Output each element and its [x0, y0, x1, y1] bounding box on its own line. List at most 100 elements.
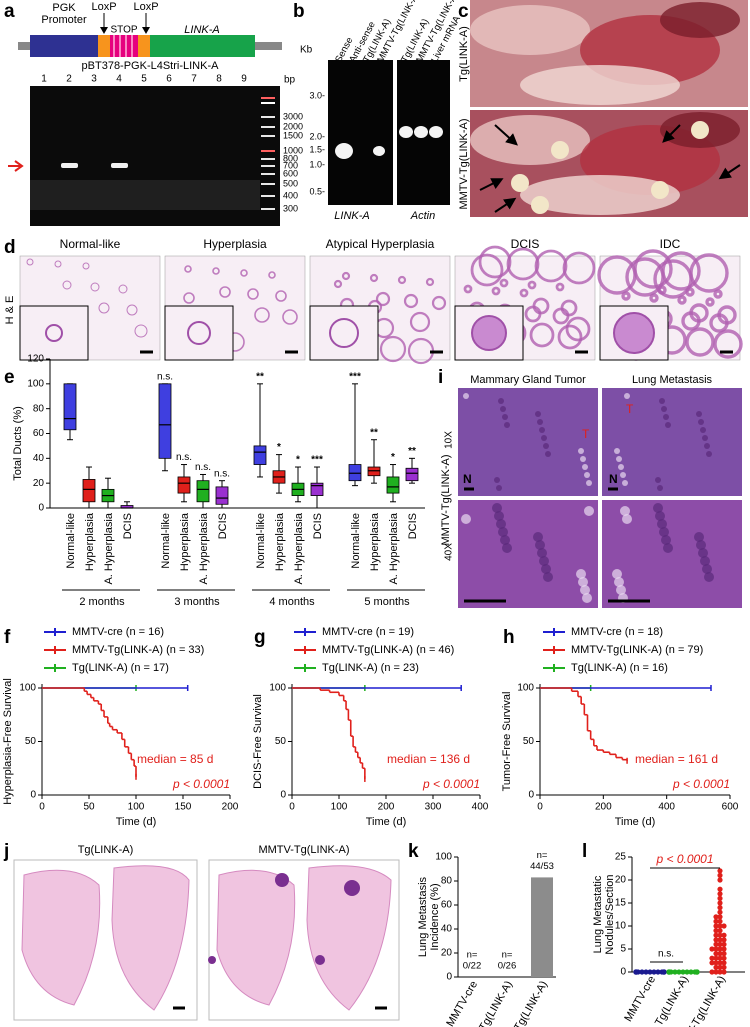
duct: [552, 307, 570, 325]
arrow: [662, 124, 681, 143]
cell: [584, 472, 590, 478]
label: 5: [620, 944, 626, 955]
duct: [431, 295, 447, 311]
tissue: [660, 2, 740, 38]
label: 8: [216, 74, 222, 85]
label: *: [277, 442, 281, 453]
gel-haze: [30, 180, 260, 210]
arrow-head: [142, 27, 150, 34]
panel-label: j: [3, 841, 9, 862]
point: [709, 946, 715, 952]
label: Promoter: [41, 14, 87, 26]
legend-label: MMTV-Tg(LINK-A) (n = 46): [322, 644, 454, 656]
label: *: [391, 452, 395, 463]
label: n.s.: [157, 371, 173, 382]
point: [639, 969, 645, 975]
label: A. Hyperplasia: [198, 512, 210, 584]
label: 100: [128, 802, 145, 813]
label: Hyperplasia: [84, 512, 96, 571]
point: [713, 932, 719, 938]
label: MMTV-cre: [622, 974, 658, 1024]
label: 44/53: [530, 861, 554, 872]
point: [717, 891, 723, 897]
inset: [19, 305, 89, 361]
label: Tg(LINK-A): [477, 979, 515, 1027]
point: [655, 969, 661, 975]
label: 10: [615, 921, 627, 932]
cell: [543, 572, 553, 582]
cell: [541, 564, 551, 574]
label: A. Hyperplasia: [293, 512, 305, 584]
label: 3 months: [174, 596, 220, 608]
point: [721, 969, 727, 975]
cell: [539, 427, 545, 433]
legend-label: MMTV-cre (n = 16): [72, 626, 164, 638]
point: [717, 905, 723, 911]
cell: [704, 443, 710, 449]
cell: [622, 514, 632, 524]
label: DCIS: [122, 513, 134, 539]
cell: [461, 514, 471, 524]
duct: [134, 324, 148, 338]
duct: [54, 260, 62, 268]
label: Normal-like: [160, 513, 172, 569]
label: 2000: [283, 121, 303, 131]
label: median = 85 d: [137, 752, 213, 766]
label: bp: [284, 75, 296, 86]
cell: [498, 527, 508, 537]
label: LINK-A: [184, 24, 219, 36]
box: [196, 480, 210, 503]
duct: [403, 293, 419, 309]
duct: [254, 307, 270, 323]
point: [717, 914, 723, 920]
label: 40: [441, 924, 453, 935]
tissue: [470, 5, 590, 55]
metastasis: [275, 873, 289, 887]
label: LoxP: [133, 1, 158, 13]
label: p < 0.0001: [422, 777, 480, 791]
point: [713, 928, 719, 934]
duct: [491, 286, 501, 296]
label: DCIS: [511, 237, 540, 251]
nodule: [651, 181, 669, 199]
nodule: [551, 141, 569, 159]
point: [688, 969, 694, 975]
label: 6: [166, 74, 172, 85]
label: Lung Metastasis: [632, 374, 713, 386]
label: MMTV-Tg(LINK-A): [458, 118, 470, 209]
label: n=: [502, 950, 513, 961]
duct: [478, 245, 512, 279]
duct: [126, 304, 138, 316]
duct: [219, 286, 231, 298]
ladder-band: [261, 102, 275, 104]
cell: [696, 540, 706, 550]
label: 400: [283, 190, 298, 200]
label: 0: [39, 802, 45, 813]
label: n.s.: [176, 452, 192, 463]
cell: [502, 543, 512, 553]
label: Hyperplasia: [274, 512, 286, 571]
cell: [578, 577, 588, 587]
label: median = 136 d: [387, 752, 470, 766]
label: T: [582, 427, 590, 441]
duct: [597, 255, 637, 295]
label: ***: [311, 455, 323, 466]
label: Lung Metastatic: [592, 875, 604, 953]
cell: [622, 480, 628, 486]
label: 5: [141, 74, 147, 85]
label: 100: [517, 683, 534, 694]
duct: [26, 258, 34, 266]
label: A. Hyperplasia: [388, 512, 400, 584]
label: 0/26: [498, 961, 517, 972]
legend-label: Tg(LINK-A) (n = 16): [571, 662, 668, 674]
cell: [661, 535, 671, 545]
ladder-band: [261, 97, 275, 99]
point: [717, 941, 723, 948]
label: 50: [25, 736, 37, 747]
label: 1000: [283, 145, 303, 155]
arrow-head: [100, 27, 108, 34]
label: 1500: [283, 130, 303, 140]
cell: [584, 506, 594, 516]
label: Hyperplasia: [203, 237, 267, 251]
